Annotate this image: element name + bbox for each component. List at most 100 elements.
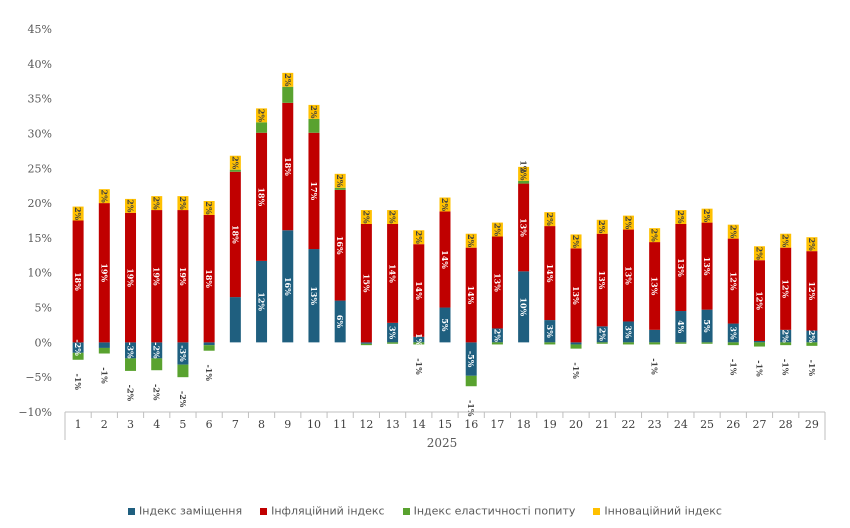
data-label: 2% — [492, 329, 502, 343]
data-label: 2% — [728, 225, 738, 239]
bar-segment — [125, 212, 137, 343]
bar-segment — [256, 260, 268, 343]
data-label: 17% — [309, 182, 319, 201]
x-tick-label: 15 — [438, 418, 452, 431]
data-label: 1% — [519, 160, 529, 174]
bar-segment — [675, 223, 687, 312]
data-label: 2% — [414, 231, 424, 245]
x-axis: 1 2 3 4 5 6 7 8 9 10 11 12 13 14 15 16 17 18 19 20 21 22 23 24 2… — [64, 411, 826, 440]
x-tick-label: 23 — [648, 418, 662, 431]
data-label: 12% — [807, 281, 817, 300]
x-tick-label: 12 — [359, 418, 373, 431]
bar-segment — [177, 196, 189, 211]
bar-segment — [334, 300, 346, 343]
data-label: -1% — [466, 400, 476, 417]
data-label: 13% — [702, 257, 712, 276]
legend-swatch — [593, 507, 601, 515]
data-label: 2% — [545, 213, 555, 227]
x-tick-label: 22 — [621, 418, 635, 431]
data-label: 2% — [571, 235, 581, 249]
data-label: 2% — [230, 156, 240, 170]
bar-segment — [98, 203, 110, 343]
bar-segment — [544, 226, 556, 321]
data-label: 5% — [440, 318, 450, 332]
bar-segment — [701, 342, 713, 344]
data-label: 2% — [440, 198, 450, 212]
bar-segment — [753, 260, 765, 341]
data-label: 2% — [257, 109, 267, 123]
bar-segment — [675, 311, 687, 343]
y-tick-label: 35% — [28, 93, 52, 106]
data-label: 19% — [126, 268, 136, 287]
bar-segment — [72, 342, 84, 353]
data-label: -1% — [571, 362, 581, 379]
data-label: 19% — [178, 267, 188, 286]
x-tick-label: 24 — [674, 418, 688, 431]
bar-segment — [203, 345, 215, 351]
data-label: 13% — [309, 286, 319, 305]
bar-segment — [98, 347, 110, 354]
bar-segment — [229, 169, 241, 172]
data-label: -3% — [178, 345, 188, 362]
bar-segment — [229, 155, 241, 170]
x-tick-label: 20 — [569, 418, 583, 431]
bar-segment — [98, 342, 110, 348]
data-label: 12% — [754, 291, 764, 310]
data-label: 13% — [492, 273, 502, 292]
bar-segment — [334, 187, 346, 190]
bar-segment — [806, 251, 818, 331]
bar-segment — [753, 342, 765, 347]
data-label: 2% — [807, 238, 817, 252]
data-label: -2% — [73, 339, 83, 356]
data-label: -3% — [126, 342, 136, 359]
data-label: -2% — [178, 391, 188, 408]
x-tick-label: 4 — [153, 418, 160, 431]
bar-segment — [596, 219, 608, 234]
bar-segment — [649, 329, 661, 343]
bar-segment — [256, 132, 268, 261]
bar-segment — [125, 198, 137, 213]
x-tick-label: 16 — [464, 418, 478, 431]
data-label: 18% — [204, 269, 214, 288]
x-tick-label: 11 — [333, 418, 347, 431]
x-tick-label: 21 — [595, 418, 609, 431]
legend: Індекс заміщення Інфляційний індекс Індекс… — [0, 504, 850, 518]
data-label: 12% — [728, 272, 738, 291]
x-tick-label: 10 — [307, 418, 321, 431]
data-label: 2% — [466, 234, 476, 248]
bar-segment — [203, 214, 215, 343]
bar-segment — [491, 222, 503, 237]
data-label: 2% — [492, 223, 502, 237]
x-tick-label: 5 — [179, 418, 186, 431]
data-label: 14% — [440, 250, 450, 269]
y-tick-label: −5% — [25, 371, 52, 384]
data-label: 14% — [388, 264, 398, 283]
x-tick-label: 7 — [232, 418, 239, 431]
data-label: 2% — [178, 197, 188, 211]
x-tick-label: 18 — [517, 418, 531, 431]
bar-labels: -2% 18% -1% 2% 19% -1% 2% -3% 19% -2% 2% -2% 19% -2% 2… — [73, 73, 817, 417]
x-tick-label: 27 — [752, 418, 766, 431]
bar-segment — [360, 343, 372, 346]
bar-segment — [72, 206, 84, 221]
data-label: -1% — [204, 364, 214, 381]
bar-segment — [439, 307, 451, 343]
legend-swatch — [260, 507, 268, 515]
bar-segment — [518, 180, 530, 184]
bar-segment — [177, 364, 189, 378]
data-label: 16% — [335, 236, 345, 255]
bar-segment — [282, 230, 294, 343]
bar-segment — [387, 322, 399, 343]
x-tick-label: 17 — [490, 418, 504, 431]
data-label: 2% — [283, 73, 293, 87]
bar-segment — [753, 246, 765, 261]
bar-segment — [203, 201, 215, 215]
bar-segment — [596, 342, 608, 344]
x-axis-title: 2025 — [427, 436, 458, 450]
bar-segment — [570, 344, 582, 349]
bar-segment — [465, 375, 477, 387]
data-label: 3% — [388, 326, 398, 340]
bar-segment — [308, 104, 320, 119]
data-label: 2% — [361, 210, 371, 224]
bar-segment — [622, 215, 634, 230]
